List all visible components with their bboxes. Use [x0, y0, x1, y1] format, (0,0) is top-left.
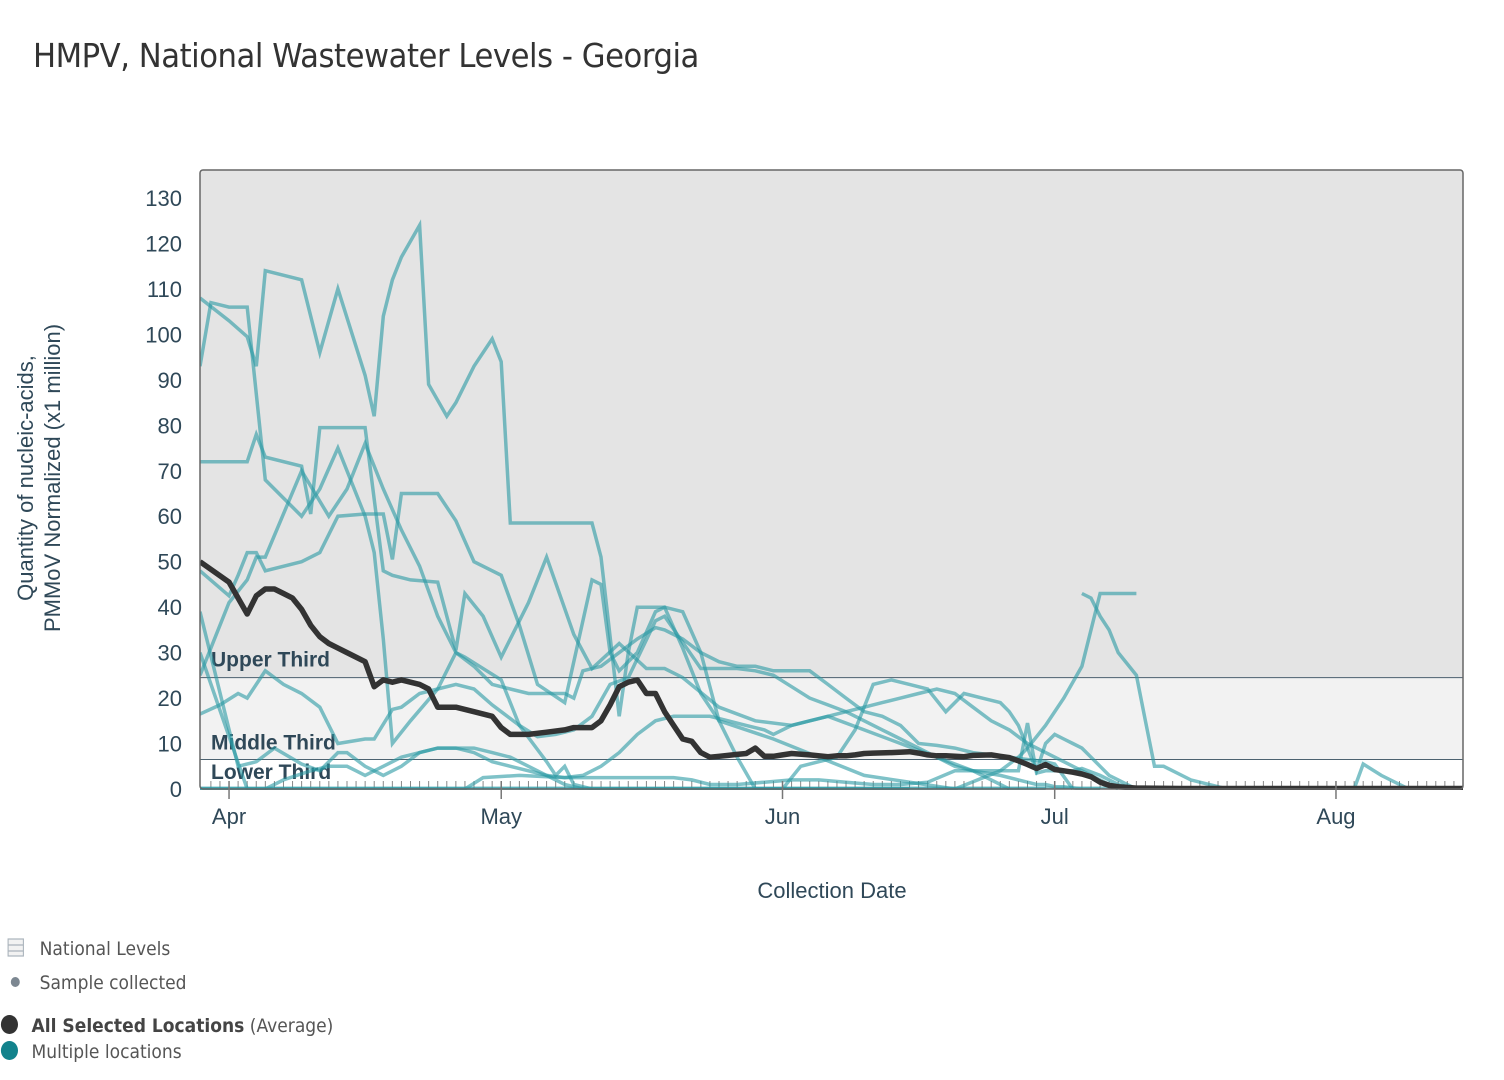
legend-item-multiple-locations[interactable]: Multiple locations: [0, 1040, 216, 1066]
x-axis-label: Collection Date: [757, 878, 906, 903]
band-upper-third: [200, 170, 1463, 678]
sample-dot-icon: [10, 977, 20, 987]
y-tick-label: 30: [158, 641, 182, 666]
y-tick-label: 80: [158, 413, 182, 438]
y-tick-label: 40: [158, 595, 182, 620]
y-axis-label-line1: Quantity of nucleic-acids,: [13, 355, 38, 601]
legend-item-national-levels[interactable]: National Levels: [0, 934, 198, 960]
national-level-bands: [200, 170, 1463, 789]
y-axis-label-line2: PMMoV Normalized (x1 million): [40, 324, 65, 632]
y-tick-label: 0: [170, 777, 182, 802]
legend-label-multiple-locations: Multiple locations: [31, 1041, 182, 1063]
x-tick-label-apr: Apr: [212, 804, 246, 829]
series-line-location-e[interactable]: [200, 438, 1075, 790]
x-tick-label-aug: Aug: [1316, 804, 1355, 829]
band-label-middle-third: Middle Third: [211, 731, 336, 754]
x-tick-label-jun: Jun: [765, 804, 800, 829]
band-labels: Upper Third Middle Third Lower Third: [211, 649, 336, 784]
legend-label-sample-collected: Sample collected: [39, 972, 187, 994]
x-axis-ticks: Apr May Jun Jul Aug: [212, 781, 1356, 829]
legend-item-average[interactable]: All Selected Locations (Average): [0, 1013, 342, 1039]
legend-label-average: All Selected Locations: [31, 1015, 245, 1037]
national-levels-icon: [7, 938, 24, 957]
chart-title: HMPV, National Wastewater Levels - Georg…: [33, 36, 699, 75]
plot-frame: [199, 169, 1464, 790]
y-tick-label: 90: [158, 368, 182, 393]
series-line-location-g[interactable]: [200, 611, 1119, 790]
y-axis-ticks: 0 10 20 30 40 50 60 70 80 90 100 110 120 130: [145, 186, 182, 802]
y-tick-label: 10: [158, 732, 182, 757]
y-tick-label: 130: [145, 186, 182, 211]
legend-label-national-levels: National Levels: [39, 938, 171, 960]
average-dot-icon: [0, 1015, 19, 1034]
y-tick-label: 100: [145, 322, 182, 347]
y-tick-label: 60: [158, 504, 182, 529]
y-tick-label: 120: [145, 231, 182, 256]
series-line-average[interactable]: [200, 559, 1463, 790]
series-line-location-b[interactable]: [200, 219, 1046, 790]
band-label-lower-third: Lower Third: [211, 761, 331, 784]
legend-label-average-suffix: (Average): [244, 1015, 334, 1037]
band-label-upper-third: Upper Third: [211, 649, 330, 672]
x-tick-label-jul: Jul: [1041, 804, 1069, 829]
y-tick-label: 110: [147, 277, 182, 302]
y-tick-label: 50: [158, 550, 182, 575]
x-tick-label-may: May: [480, 804, 522, 829]
legend-item-sample-collected[interactable]: Sample collected: [0, 969, 216, 995]
series-line-location-k[interactable]: [1081, 591, 1273, 790]
y-tick-label: 20: [158, 686, 182, 711]
multiple-locations-dot-icon: [0, 1041, 19, 1060]
y-tick-label: 70: [158, 459, 182, 484]
